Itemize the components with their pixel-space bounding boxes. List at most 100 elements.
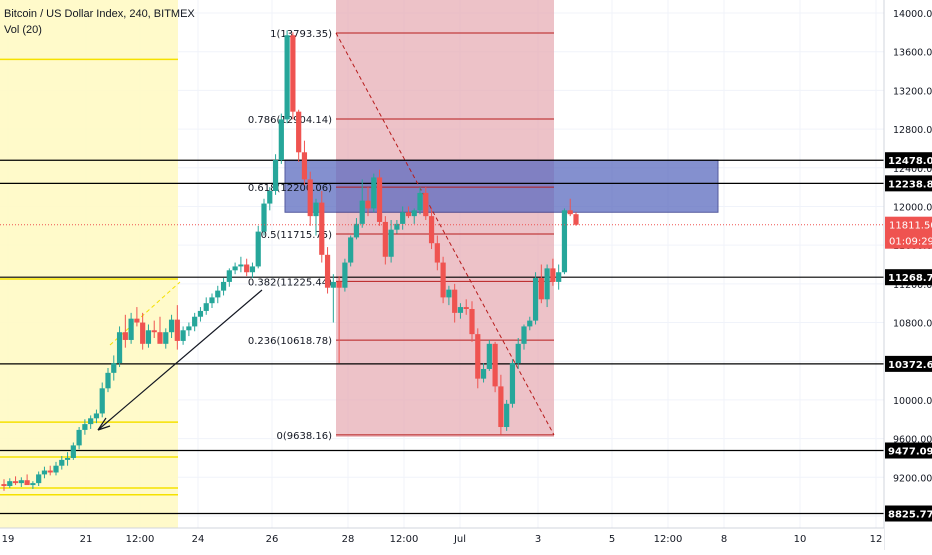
candle-up — [116, 332, 123, 364]
candle-down — [151, 330, 157, 333]
candle-down — [405, 212, 412, 217]
level-price-label: 8825.77 — [888, 510, 932, 521]
fib-level-label: 0(9638.16) — [276, 431, 332, 442]
y-tick-label: 14000.00 — [893, 9, 932, 20]
y-tick-label: 12400.00 — [893, 164, 932, 175]
y-tick-label: 13600.00 — [893, 48, 932, 59]
y-tick-label: 9600.00 — [893, 435, 932, 446]
candle-up — [417, 192, 423, 211]
candle-up — [215, 290, 221, 298]
candle-up — [394, 223, 400, 230]
candle-up — [53, 465, 59, 473]
level-price-label: 12238.89 — [888, 179, 932, 190]
x-tick-label: 19 — [2, 534, 15, 545]
current-price-label: 11811.50 — [889, 221, 932, 232]
blue-supply-zone — [284, 159, 719, 213]
support-trendline — [97, 289, 263, 431]
x-tick-label: 5 — [609, 534, 615, 545]
candle-up — [261, 203, 267, 232]
candle-up — [515, 343, 521, 364]
candle-up — [93, 413, 100, 419]
candle-down — [122, 332, 128, 340]
y-tick-label: 12000.00 — [893, 202, 932, 213]
candle-up — [64, 457, 71, 460]
candle-up — [284, 35, 290, 120]
candle-down — [498, 386, 504, 428]
candle-down — [244, 264, 250, 273]
volume-indicator-label[interactable]: Vol (20) — [4, 24, 42, 36]
level-price-label: 9477.09 — [888, 447, 932, 458]
candle-up — [411, 210, 417, 217]
candle-down — [307, 179, 313, 217]
candle-up — [226, 270, 232, 282]
candle-up — [180, 330, 186, 341]
candle-up — [342, 262, 348, 288]
candle-down — [12, 481, 19, 484]
candle-up — [267, 190, 273, 204]
candle-up — [88, 418, 94, 425]
level-price-label: 11268.74 — [888, 273, 932, 284]
candle-down — [469, 308, 475, 335]
candle-up — [70, 445, 76, 458]
fib-level-label: 1(13793.35) — [270, 29, 332, 40]
candle-up — [36, 474, 42, 484]
candle-down — [296, 111, 302, 153]
candle-down — [47, 470, 53, 473]
x-tick-label: 12:00 — [126, 534, 155, 545]
candle-up — [272, 160, 279, 191]
fib-level-label: 0.786(12904.14) — [248, 115, 332, 126]
x-tick-label: Jul — [453, 534, 466, 545]
candle-up — [348, 237, 354, 263]
candle-up — [509, 363, 516, 404]
candle-up — [249, 266, 256, 273]
y-tick-label: 10800.00 — [893, 319, 932, 330]
candle-up — [486, 343, 492, 369]
x-tick-label: 12:00 — [654, 534, 683, 545]
candle-up — [527, 320, 533, 327]
level-price-label: 10372.65 — [888, 360, 932, 371]
x-tick-label: 10 — [794, 534, 807, 545]
x-tick-label: 26 — [266, 534, 279, 545]
candle-down — [550, 268, 556, 282]
fib-level-label: 0.382(11225.44) — [248, 277, 332, 288]
candle-up — [521, 326, 527, 344]
x-tick-label: 3 — [535, 534, 541, 545]
level-price-tag — [885, 355, 932, 372]
symbol-title[interactable]: Bitcoin / US Dollar Index, 240, BITMEX — [4, 8, 195, 20]
level-price-tag — [885, 152, 932, 169]
candle-down — [423, 192, 429, 217]
level-price-tag — [885, 505, 932, 522]
candle-up — [59, 459, 65, 466]
candle-down — [336, 281, 342, 288]
candle-up — [209, 297, 215, 304]
y-tick-label: 13200.00 — [893, 86, 932, 97]
candle-down — [428, 216, 435, 244]
candle-up — [561, 210, 568, 273]
candle-up — [203, 303, 209, 311]
y-tick-label: 11200.00 — [893, 280, 932, 291]
candle-down — [324, 254, 331, 288]
candle-down — [440, 262, 446, 298]
candle-up — [30, 483, 36, 486]
candle-up — [111, 363, 117, 373]
candle-down — [573, 214, 579, 225]
level-price-tag — [885, 175, 932, 192]
candle-up — [105, 372, 111, 389]
candle-down — [140, 322, 146, 344]
candle-up — [313, 202, 319, 217]
candle-down — [157, 332, 163, 344]
candle-down — [365, 200, 371, 209]
candle-up — [457, 307, 464, 313]
candle-up — [388, 229, 394, 257]
candle-down — [319, 202, 325, 255]
candle-up — [238, 264, 244, 267]
fib-trend-line — [335, 32, 555, 436]
candle-up — [353, 223, 360, 238]
fib-level-label: 0.618(12200.06) — [248, 183, 332, 194]
candle-up — [278, 119, 284, 161]
fib-level-label: 0.5(11715.75) — [261, 230, 333, 241]
chart-legend: Bitcoin / US Dollar Index, 240, BITMEX V… — [4, 6, 195, 38]
candle-up — [168, 319, 175, 333]
